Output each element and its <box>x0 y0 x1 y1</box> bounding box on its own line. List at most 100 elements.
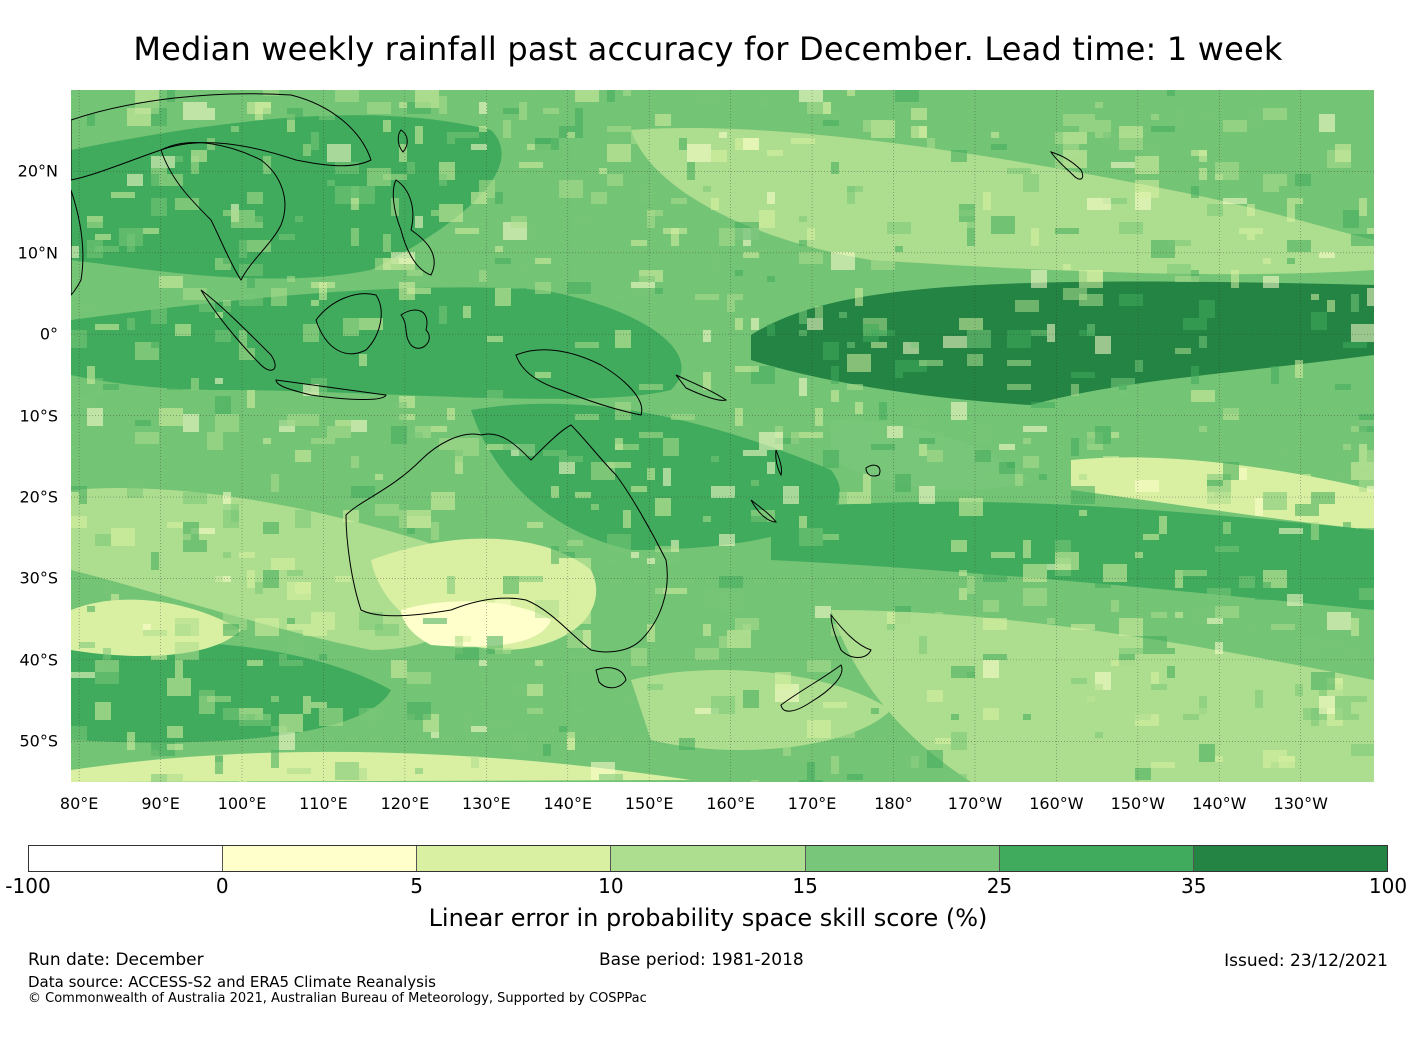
grid-cell <box>855 402 863 414</box>
grid-cell <box>271 750 279 768</box>
grid-cell <box>815 306 823 318</box>
grid-cell <box>647 210 663 216</box>
grid-cell <box>311 300 319 306</box>
grid-cell <box>919 486 935 504</box>
grid-cell <box>311 438 335 444</box>
grid-cell <box>967 732 991 744</box>
lon-label: 80°E <box>59 794 99 813</box>
grid-cell <box>487 444 511 450</box>
grid-cell <box>359 768 367 780</box>
grid-cell <box>623 510 631 528</box>
grid-cell <box>847 186 855 204</box>
grid-cell <box>359 540 367 552</box>
grid-cell <box>1135 738 1159 750</box>
grid-cell <box>407 162 415 174</box>
grid-cell <box>919 636 927 654</box>
grid-cell <box>1351 324 1374 342</box>
grid-cell <box>1023 564 1047 582</box>
colorbar-swatch <box>417 846 612 871</box>
grid-cell <box>679 138 687 150</box>
grid-cell <box>927 750 943 768</box>
grid-cell <box>607 174 623 186</box>
grid-cell <box>1199 336 1207 348</box>
grid-cell <box>871 444 895 450</box>
grid-cell <box>935 438 943 450</box>
grid-cell <box>1359 450 1374 468</box>
grid-cell <box>1343 210 1359 228</box>
grid-cell <box>783 486 799 504</box>
grid-cell <box>607 558 615 564</box>
grid-cell <box>959 318 983 330</box>
grid-cell <box>415 768 423 774</box>
grid-cell <box>743 252 759 258</box>
grid-cell <box>1215 546 1239 552</box>
grid-cell <box>895 474 911 492</box>
grid-cell <box>1335 696 1351 714</box>
grid-cell <box>879 402 887 420</box>
grid-cell <box>255 678 271 696</box>
grid-cell <box>183 540 207 552</box>
coastline-taiwan <box>397 129 408 153</box>
grid-cell <box>911 108 927 120</box>
grid-cell <box>1095 426 1111 444</box>
grid-cell <box>1287 240 1311 252</box>
grid-cell <box>887 150 903 162</box>
grid-cell <box>1135 552 1143 558</box>
grid-cell <box>567 738 575 750</box>
grid-cell <box>831 756 839 774</box>
grid-cell <box>239 264 263 276</box>
grid-cell <box>1143 534 1159 540</box>
grid-cell <box>239 714 255 726</box>
coastline-borneo <box>315 293 382 355</box>
grid-cell <box>1151 114 1159 120</box>
grid-cell <box>263 570 279 588</box>
grid-cell <box>1247 204 1255 216</box>
grid-cell <box>1295 684 1303 696</box>
grid-cell <box>1359 198 1367 216</box>
lat-label: 0° <box>39 324 58 344</box>
grid-cell <box>1199 696 1207 714</box>
grid-cell <box>431 522 439 540</box>
grid-cell <box>647 480 663 492</box>
grid-cell <box>831 624 855 636</box>
grid-cell <box>199 300 215 312</box>
grid-cell <box>799 90 823 102</box>
grid-cell <box>351 228 359 246</box>
grid-cell <box>1263 492 1287 510</box>
grid-cell <box>199 696 215 714</box>
grid-cell <box>287 660 303 666</box>
grid-cell <box>535 372 551 378</box>
grid-cell <box>95 534 111 546</box>
grid-cell <box>1239 192 1247 198</box>
grid-cell <box>1255 498 1263 516</box>
grid-cell <box>775 672 791 690</box>
grid-cell <box>919 360 943 366</box>
grid-cell <box>575 108 583 126</box>
grid-cell <box>455 456 463 474</box>
grid-cell <box>935 210 951 228</box>
grid-cell <box>1223 120 1247 132</box>
grid-cell <box>447 576 455 594</box>
grid-cell <box>151 168 167 174</box>
grid-cell <box>151 738 175 756</box>
grid-cell <box>1335 144 1351 162</box>
grid-cell <box>183 414 199 432</box>
grid-cell <box>1359 414 1374 432</box>
grid-cell <box>1119 222 1143 234</box>
grid-cell <box>1255 582 1271 600</box>
grid-cell <box>607 138 623 144</box>
grid-cell <box>839 492 847 504</box>
grid-cell <box>671 228 679 246</box>
grid-cell <box>271 558 295 570</box>
grid-cell <box>407 672 431 684</box>
grid-cell <box>983 708 999 720</box>
grid-cell <box>327 426 351 438</box>
grid-cell <box>583 630 591 648</box>
grid-cell <box>983 192 991 210</box>
grid-cell <box>927 690 943 702</box>
grid-cell <box>103 648 111 666</box>
grid-cell <box>1119 384 1127 390</box>
grid-cell <box>935 738 951 744</box>
grid-cell <box>455 228 479 234</box>
grid-cell <box>191 234 207 252</box>
